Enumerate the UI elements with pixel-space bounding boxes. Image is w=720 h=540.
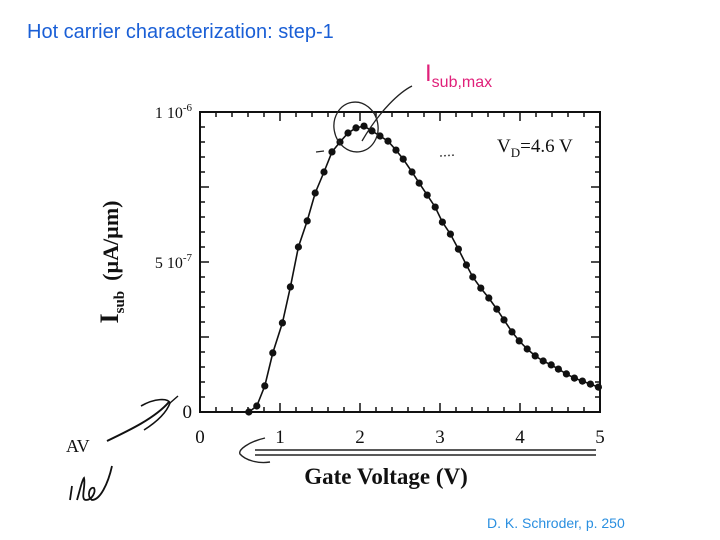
- svg-text:4: 4: [515, 427, 525, 448]
- handwritten-text-av: AV: [66, 436, 90, 456]
- data-point: [352, 124, 360, 132]
- data-point: [368, 127, 376, 135]
- data-point: [261, 382, 269, 390]
- data-line: [248, 125, 599, 413]
- data-point: [469, 273, 477, 281]
- svg-text:3: 3: [435, 427, 445, 448]
- data-point: [493, 305, 501, 313]
- data-point: [508, 328, 516, 336]
- svg-text:1 10-6: 1 10-6: [155, 102, 193, 122]
- data-point: [515, 337, 523, 345]
- axis-ticks: [199, 111, 601, 413]
- data-point: [554, 365, 563, 373]
- x-tick-labels: 0 1 2 3 4 5: [195, 427, 605, 448]
- x-axis-title: Gate Voltage (V): [304, 464, 468, 489]
- isub-max-annotation: Isub,max: [425, 60, 493, 91]
- data-point: [594, 383, 603, 391]
- data-point: [311, 189, 319, 197]
- data-point: [438, 218, 446, 226]
- handwritten-stroke: [315, 150, 325, 153]
- data-point: [462, 261, 470, 269]
- data-point: [415, 179, 423, 187]
- data-point: [399, 155, 407, 163]
- data-point: [253, 402, 261, 410]
- data-point: [570, 374, 579, 382]
- data-point: [376, 132, 384, 140]
- data-point: [523, 345, 531, 353]
- data-point: [586, 380, 595, 388]
- data-point: [454, 245, 462, 253]
- handwritten-arrow-tip: [169, 395, 179, 404]
- svg-text:0: 0: [183, 402, 193, 423]
- handwritten-stroke: [439, 154, 457, 157]
- data-point: [423, 191, 431, 199]
- legend-label: VD=4.6 V: [497, 136, 573, 160]
- peak-circle-annotation: [333, 101, 379, 153]
- citation: D. K. Schroder, p. 250: [487, 515, 625, 531]
- data-point: [320, 168, 328, 176]
- data-point: [431, 203, 439, 211]
- data-point: [392, 146, 400, 154]
- data-point: [384, 137, 392, 145]
- handwritten-text-le: [69, 465, 113, 501]
- handwritten-underline-arrowhead: [239, 437, 271, 464]
- handwritten-arrow: [106, 401, 170, 442]
- data-point: [344, 129, 352, 137]
- svg-text:1: 1: [275, 427, 285, 448]
- y-tick-labels: 0 5 10-7 1 10-6: [155, 102, 193, 423]
- svg-text:5 10-7: 5 10-7: [155, 252, 193, 272]
- data-point: [485, 294, 493, 302]
- data-point: [278, 319, 286, 327]
- data-point: [294, 243, 302, 251]
- data-point: [328, 148, 336, 156]
- data-point: [269, 349, 277, 357]
- y-axis-title: Isub(µA/µm): [95, 201, 128, 324]
- plot-frame: [199, 111, 601, 413]
- data-point: [286, 283, 294, 291]
- slide-title: Hot carrier characterization: step-1: [27, 21, 334, 43]
- data-point: [446, 230, 454, 238]
- data-point: [562, 370, 571, 378]
- data-point: [547, 361, 555, 369]
- data-markers: [245, 122, 603, 416]
- annotation-main: I: [425, 60, 432, 87]
- data-point: [500, 316, 508, 324]
- annotation-pointer-line: [361, 85, 413, 142]
- annotation-subscript: sub,max: [431, 74, 493, 91]
- data-point: [245, 408, 253, 416]
- handwritten-underline-arrow: [255, 449, 596, 456]
- data-point: [539, 357, 547, 365]
- svg-text:5: 5: [595, 427, 605, 448]
- data-point: [578, 377, 587, 385]
- data-point: [303, 217, 311, 225]
- data-point: [360, 122, 368, 130]
- svg-text:0: 0: [195, 427, 205, 448]
- data-point: [408, 168, 416, 176]
- data-point: [531, 352, 539, 360]
- svg-text:2: 2: [355, 427, 365, 448]
- data-point: [477, 284, 485, 292]
